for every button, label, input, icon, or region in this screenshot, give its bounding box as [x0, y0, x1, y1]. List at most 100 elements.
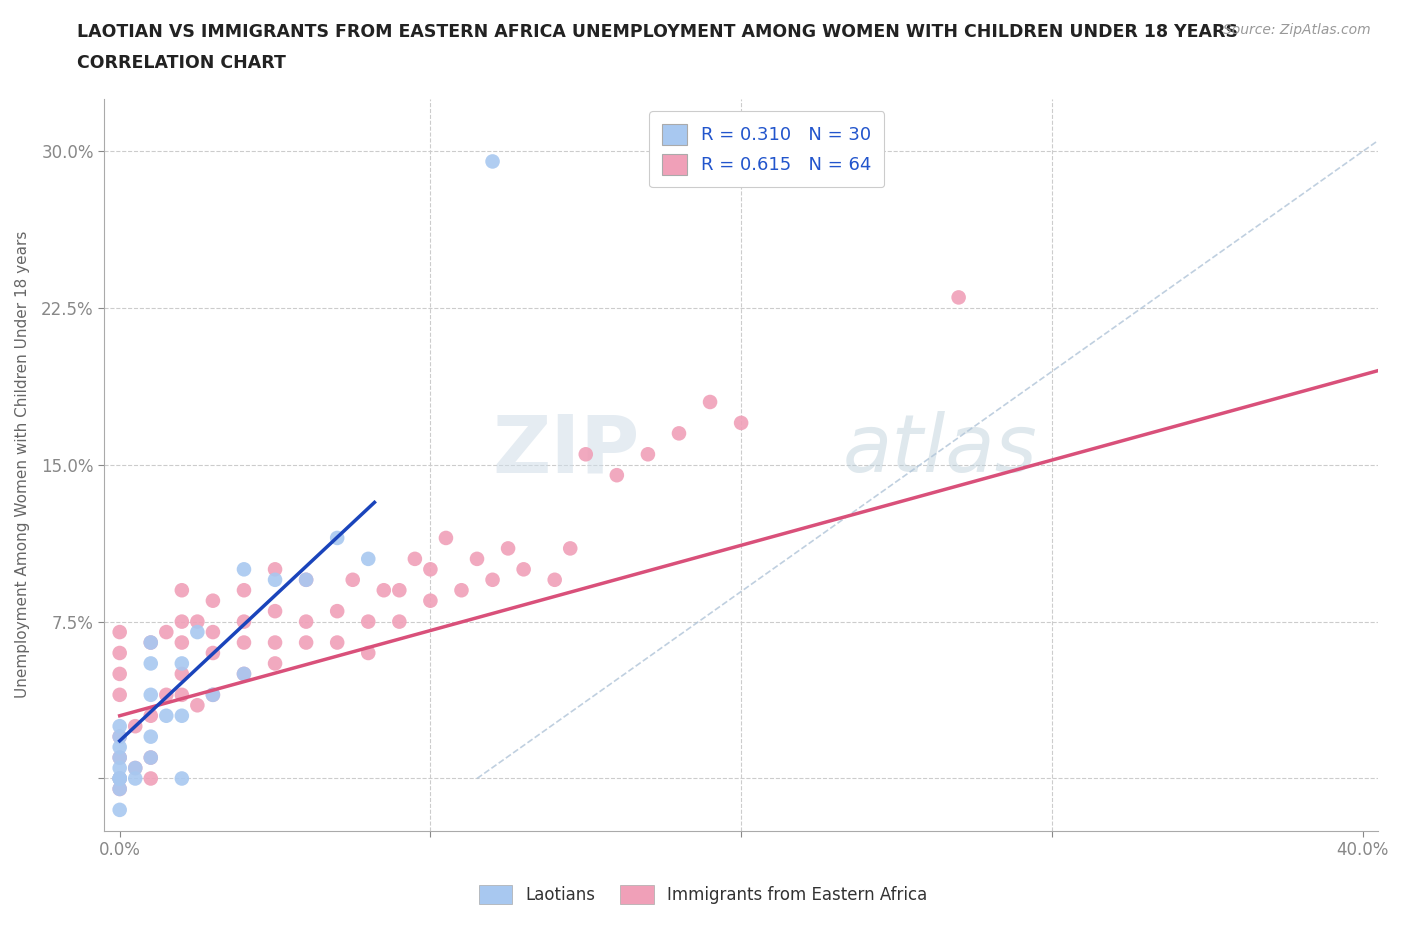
Point: [575, 446, 598, 461]
Point: [948, 290, 970, 305]
Point: [668, 426, 690, 441]
Text: Source: ZipAtlas.com: Source: ZipAtlas.com: [1223, 23, 1371, 37]
Point: [170, 635, 193, 650]
Point: [108, 687, 131, 702]
Point: [108, 781, 131, 796]
Point: [155, 687, 177, 702]
Point: [233, 614, 256, 629]
Point: [326, 530, 349, 545]
Point: [295, 572, 318, 587]
Point: [606, 468, 628, 483]
Point: [637, 446, 659, 461]
Point: [108, 761, 131, 776]
Point: [481, 572, 503, 587]
Point: [388, 614, 411, 629]
Point: [108, 751, 131, 765]
Point: [155, 709, 177, 724]
Point: [108, 739, 131, 754]
Point: [512, 562, 534, 577]
Point: [124, 761, 146, 776]
Point: [404, 551, 426, 566]
Point: [108, 771, 131, 786]
Point: [233, 635, 256, 650]
Point: [124, 719, 146, 734]
Point: [295, 572, 318, 587]
Point: [170, 709, 193, 724]
Point: [108, 729, 131, 744]
Point: [342, 572, 364, 587]
Point: [139, 751, 162, 765]
Point: [233, 562, 256, 577]
Point: [170, 687, 193, 702]
Point: [108, 771, 131, 786]
Point: [170, 656, 193, 671]
Point: [264, 604, 287, 618]
Point: [170, 771, 193, 786]
Point: [108, 751, 131, 765]
Point: [108, 729, 131, 744]
Text: LAOTIAN VS IMMIGRANTS FROM EASTERN AFRICA UNEMPLOYMENT AMONG WOMEN WITH CHILDREN: LAOTIAN VS IMMIGRANTS FROM EASTERN AFRIC…: [77, 23, 1239, 41]
Point: [201, 625, 224, 640]
Point: [139, 687, 162, 702]
Point: [139, 709, 162, 724]
Point: [170, 667, 193, 682]
Point: [264, 562, 287, 577]
Point: [434, 530, 457, 545]
Point: [139, 635, 162, 650]
Y-axis label: Unemployment Among Women with Children Under 18 years: Unemployment Among Women with Children U…: [15, 231, 30, 698]
Point: [699, 394, 721, 409]
Point: [357, 614, 380, 629]
Point: [326, 635, 349, 650]
Point: [108, 771, 131, 786]
Point: [419, 593, 441, 608]
Point: [264, 635, 287, 650]
Point: [139, 635, 162, 650]
Legend: Laotians, Immigrants from Eastern Africa: Laotians, Immigrants from Eastern Africa: [472, 878, 934, 910]
Point: [373, 583, 395, 598]
Point: [186, 614, 208, 629]
Point: [108, 803, 131, 817]
Point: [108, 625, 131, 640]
Point: [186, 698, 208, 712]
Point: [233, 667, 256, 682]
Text: ZIP: ZIP: [492, 411, 640, 489]
Point: [139, 751, 162, 765]
Text: atlas: atlas: [844, 411, 1038, 489]
Point: [295, 635, 318, 650]
Point: [108, 667, 131, 682]
Point: [139, 771, 162, 786]
Point: [201, 593, 224, 608]
Point: [326, 604, 349, 618]
Point: [264, 656, 287, 671]
Point: [201, 687, 224, 702]
Point: [560, 541, 582, 556]
Point: [730, 416, 752, 431]
Point: [108, 781, 131, 796]
Point: [295, 614, 318, 629]
Point: [496, 541, 519, 556]
Point: [170, 583, 193, 598]
Point: [124, 771, 146, 786]
Point: [388, 583, 411, 598]
Point: [108, 771, 131, 786]
Point: [201, 645, 224, 660]
Point: [419, 562, 441, 577]
Point: [186, 625, 208, 640]
Point: [170, 614, 193, 629]
Point: [481, 154, 503, 169]
Point: [201, 687, 224, 702]
Point: [108, 645, 131, 660]
Point: [544, 572, 567, 587]
Legend: R = 0.310   N = 30, R = 0.615   N = 64: R = 0.310 N = 30, R = 0.615 N = 64: [650, 112, 884, 188]
Point: [139, 729, 162, 744]
Point: [124, 761, 146, 776]
Point: [155, 625, 177, 640]
Point: [139, 656, 162, 671]
Point: [264, 572, 287, 587]
Point: [450, 583, 472, 598]
Point: [357, 645, 380, 660]
Point: [233, 583, 256, 598]
Point: [465, 551, 488, 566]
Point: [108, 719, 131, 734]
Point: [233, 667, 256, 682]
